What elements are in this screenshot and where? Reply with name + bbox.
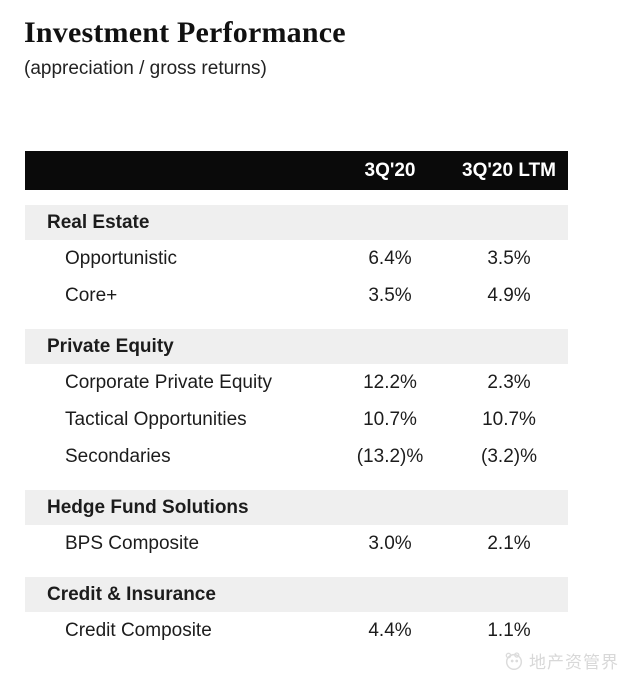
section-hedge-fund-solutions: Hedge Fund Solutions BPS Composite 3.0% …	[25, 490, 568, 562]
section-header: Hedge Fund Solutions	[25, 490, 568, 525]
section-header: Credit & Insurance	[25, 577, 568, 612]
row-value-ltm: 2.3%	[487, 371, 531, 393]
row-value-3q20: 12.2%	[363, 371, 417, 393]
row-value-3q20: 10.7%	[363, 408, 417, 430]
column-header-3q20: 3Q'20	[364, 159, 416, 181]
watermark-text: 地产资管界	[529, 653, 619, 672]
section-header: Private Equity	[25, 329, 568, 364]
page-title: Investment Performance	[24, 16, 346, 49]
table-row: Corporate Private Equity 12.2% 2.3%	[25, 364, 568, 401]
row-label: Tactical Opportunities	[65, 408, 247, 430]
section-title: Private Equity	[47, 335, 174, 357]
panda-logo-icon	[503, 650, 525, 672]
row-label: Corporate Private Equity	[65, 371, 272, 393]
row-value-3q20: (13.2)%	[356, 445, 424, 467]
section-private-equity: Private Equity Corporate Private Equity …	[25, 329, 568, 475]
row-value-3q20: 3.5%	[368, 284, 412, 306]
table-row: Tactical Opportunities 10.7% 10.7%	[25, 401, 568, 438]
row-value-3q20: 3.0%	[368, 532, 412, 554]
row-value-ltm: 1.1%	[487, 619, 531, 641]
row-value-3q20: 4.4%	[368, 619, 412, 641]
section-credit-insurance: Credit & Insurance Credit Composite 4.4%…	[25, 577, 568, 649]
row-label: Secondaries	[65, 445, 171, 467]
row-value-ltm: 2.1%	[487, 532, 531, 554]
table-row: Core+ 3.5% 4.9%	[25, 277, 568, 314]
row-label: Credit Composite	[65, 619, 212, 641]
table-row: BPS Composite 3.0% 2.1%	[25, 525, 568, 562]
row-value-ltm: 10.7%	[482, 408, 536, 430]
row-value-ltm: 4.9%	[487, 284, 531, 306]
row-label: Core+	[65, 284, 118, 306]
row-value-ltm: (3.2)%	[481, 445, 537, 467]
row-value-ltm: 3.5%	[487, 247, 531, 269]
investment-performance-table: 3Q'20 3Q'20 LTM Real Estate Opportunisti…	[25, 151, 568, 649]
column-header-3q20-ltm: 3Q'20 LTM	[462, 159, 556, 181]
page-subtitle: (appreciation / gross returns)	[24, 58, 267, 79]
row-label: BPS Composite	[65, 532, 200, 554]
section-real-estate: Real Estate Opportunistic 6.4% 3.5% Core…	[25, 205, 568, 314]
table-row: Secondaries (13.2)% (3.2)%	[25, 438, 568, 475]
table-header-row: 3Q'20 3Q'20 LTM	[25, 151, 568, 190]
row-value-3q20: 6.4%	[368, 247, 412, 269]
section-title: Credit & Insurance	[47, 583, 216, 605]
section-header: Real Estate	[25, 205, 568, 240]
row-label: Opportunistic	[65, 247, 177, 269]
table-row: Credit Composite 4.4% 1.1%	[25, 612, 568, 649]
watermark: 地产资管界	[503, 648, 619, 673]
section-title: Real Estate	[47, 211, 150, 233]
section-title: Hedge Fund Solutions	[47, 496, 249, 518]
table-row: Opportunistic 6.4% 3.5%	[25, 240, 568, 277]
